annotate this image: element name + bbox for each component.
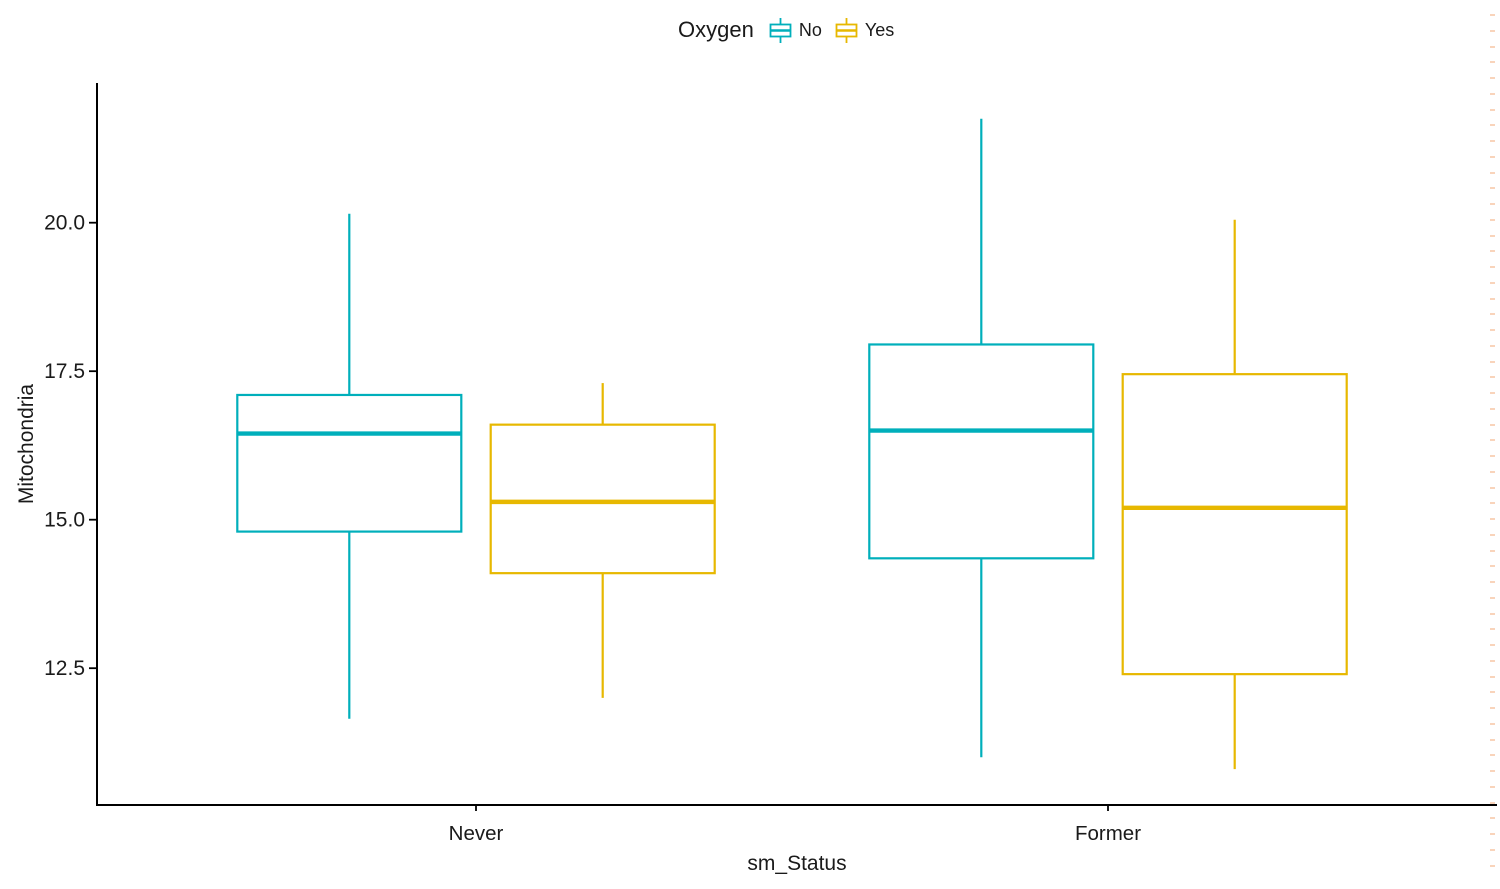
box-former-yes-iqr-box	[1121, 373, 1348, 676]
legend-title: Oxygen	[678, 17, 754, 42]
boxplot-key-no-icon	[769, 17, 792, 43]
right-edge-artifact-mark	[1490, 124, 1495, 127]
right-edge-artifact-mark	[1490, 770, 1495, 772]
right-edge-artifact-mark	[1490, 266, 1495, 268]
right-edge-artifact-mark	[1490, 392, 1495, 394]
legend-item-yes: Yes	[833, 17, 894, 44]
box-never-no-iqr-box	[236, 393, 463, 533]
legend: Oxygen No Yes	[678, 12, 905, 48]
right-edge-artifact-mark	[1490, 691, 1495, 694]
y-tick-label: 12.5	[44, 657, 85, 680]
right-edge-artifact-mark	[1490, 423, 1495, 426]
right-edge-artifact-mark	[1490, 628, 1495, 631]
right-edge-artifact-mark	[1490, 596, 1495, 599]
right-edge-artifact-mark	[1490, 203, 1495, 205]
right-edge-artifact-mark	[1490, 502, 1495, 505]
right-edge-artifact-mark	[1490, 644, 1495, 646]
y-tick-label: 20.0	[44, 212, 85, 235]
right-edge-artifact-mark	[1490, 171, 1495, 174]
right-edge-artifact-mark	[1490, 281, 1495, 284]
right-edge-artifact-mark	[1490, 486, 1495, 489]
right-edge-artifact-mark	[1490, 187, 1495, 190]
right-edge-artifact-mark	[1490, 108, 1495, 111]
right-edge-artifact-mark	[1490, 439, 1495, 442]
legend-item-no: No	[767, 17, 822, 44]
right-edge-artifact-mark	[1490, 92, 1495, 95]
legend-label-no: No	[798, 19, 822, 40]
legend-label-yes: Yes	[864, 19, 895, 40]
right-edge-artifact-mark	[1490, 344, 1495, 347]
right-edge-artifact-mark	[1490, 533, 1495, 536]
right-edge-artifact-mark	[1490, 77, 1495, 79]
right-edge-artifact-mark	[1490, 754, 1495, 757]
right-edge-artifact-mark	[1490, 785, 1495, 788]
x-axis-title: sm_Status	[747, 852, 847, 875]
right-edge-artifact-mark	[1490, 722, 1495, 725]
right-edge-artifact-mark	[1490, 470, 1495, 473]
box-never-yes-iqr-box	[489, 423, 716, 575]
right-edge-artifact-mark	[1490, 848, 1495, 851]
right-edge-artifact-mark	[1490, 581, 1495, 583]
right-edge-artifact-mark	[1490, 376, 1495, 379]
box-former-no-iqr-box	[868, 343, 1095, 560]
right-edge-artifact-mark	[1490, 407, 1495, 410]
right-edge-artifact-mark	[1490, 61, 1495, 64]
right-edge-artifact-mark	[1490, 612, 1495, 615]
right-edge-artifact-mark	[1490, 738, 1495, 741]
boxplot-key-yes-icon	[835, 17, 858, 43]
right-edge-artifact-mark	[1490, 29, 1495, 32]
right-edge-artifact-mark	[1490, 518, 1495, 520]
right-edge-artifact-mark	[1490, 218, 1495, 221]
right-edge-artifact-mark	[1490, 455, 1495, 457]
right-edge-artifact-mark	[1490, 329, 1495, 331]
right-edge-artifact-mark	[1490, 833, 1495, 835]
right-edge-artifact-mark	[1490, 140, 1495, 142]
right-edge-artifact-mark	[1490, 565, 1495, 568]
right-edge-artifact-mark	[1490, 817, 1495, 820]
y-tick-label: 15.0	[44, 509, 85, 532]
right-edge-artifact-mark	[1490, 14, 1495, 16]
right-edge-artifact-mark	[1490, 864, 1495, 867]
x-tick-label: Former	[1075, 822, 1141, 845]
x-tick-label: Never	[449, 822, 504, 845]
right-edge-artifact-mark	[1490, 155, 1495, 158]
right-edge-artifact-mark	[1490, 360, 1495, 363]
y-tick-label: 17.5	[44, 360, 85, 383]
right-edge-artifact-mark	[1490, 234, 1495, 237]
right-edge-artifact-mark	[1490, 297, 1495, 300]
right-edge-artifact-mark	[1490, 675, 1495, 678]
right-edge-artifact-mark	[1490, 707, 1495, 709]
right-edge-artifact-mark	[1490, 250, 1495, 253]
right-edge-artifact-mark	[1490, 549, 1495, 552]
right-edge-artifact-mark	[1490, 313, 1495, 316]
right-edge-artifact-mark	[1490, 45, 1495, 48]
right-edge-artifact-mark	[1490, 801, 1495, 804]
right-edge-artifact-mark	[1490, 659, 1495, 662]
